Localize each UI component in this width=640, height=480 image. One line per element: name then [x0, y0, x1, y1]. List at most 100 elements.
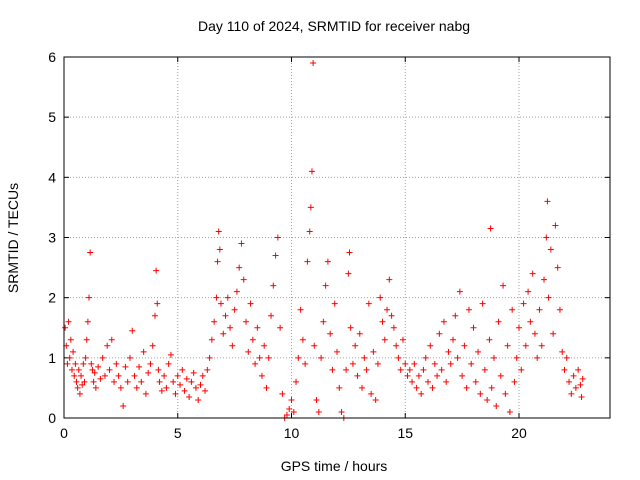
- data-point: [231, 306, 238, 313]
- data-point: [334, 348, 340, 355]
- data-point: [566, 378, 573, 385]
- data-point: [470, 324, 477, 331]
- data-point: [399, 336, 406, 343]
- data-point: [277, 324, 284, 331]
- data-point: [265, 354, 272, 361]
- data-point: [359, 384, 366, 391]
- data-point: [554, 264, 561, 271]
- data-point: [224, 294, 231, 301]
- data-point: [68, 366, 75, 373]
- data-point: [345, 270, 352, 277]
- data-point: [215, 228, 222, 235]
- data-point: [343, 366, 350, 373]
- data-point: [534, 354, 541, 361]
- data-point: [454, 354, 461, 361]
- data-point: [320, 318, 327, 325]
- data-point: [497, 372, 504, 379]
- data-points: [62, 60, 586, 421]
- data-point: [456, 288, 463, 295]
- data-point: [138, 378, 145, 385]
- data-point: [404, 372, 411, 379]
- data-point: [520, 300, 527, 307]
- x-tick-label: 5: [174, 425, 182, 441]
- y-tick-labels: 0 1 2 3 4 5 6: [48, 49, 56, 426]
- data-point: [136, 363, 143, 370]
- data-point: [73, 378, 80, 385]
- data-point: [484, 396, 491, 403]
- data-point: [488, 384, 495, 391]
- data-point: [211, 318, 218, 325]
- data-point: [461, 342, 468, 349]
- data-point: [91, 369, 98, 376]
- data-point: [145, 369, 152, 376]
- data-point: [475, 348, 482, 355]
- data-point: [84, 318, 91, 325]
- data-point: [283, 411, 290, 418]
- data-point: [393, 342, 400, 349]
- data-point: [153, 267, 160, 274]
- data-point: [92, 384, 99, 391]
- data-point: [347, 324, 354, 331]
- data-point: [113, 360, 120, 367]
- plot-frame: [63, 56, 611, 419]
- data-point: [74, 384, 81, 391]
- data-point: [117, 384, 124, 391]
- data-point: [279, 390, 286, 397]
- y-tick-label: 4: [48, 169, 56, 185]
- data-point: [302, 360, 309, 367]
- data-point: [331, 300, 338, 307]
- data-point: [577, 381, 584, 388]
- data-point: [179, 366, 186, 373]
- data-point: [236, 264, 243, 271]
- data-point: [579, 375, 586, 382]
- y-tick-label: 5: [48, 109, 56, 125]
- data-point: [67, 336, 74, 343]
- data-point: [147, 360, 154, 367]
- data-point: [552, 222, 559, 229]
- data-point: [495, 318, 502, 325]
- data-point: [89, 366, 96, 373]
- data-point: [158, 387, 165, 394]
- data-point: [518, 366, 525, 373]
- data-point: [487, 225, 494, 232]
- data-point: [258, 372, 265, 379]
- data-point: [338, 408, 345, 415]
- data-point: [315, 408, 322, 415]
- data-point: [531, 330, 538, 337]
- data-point: [452, 312, 459, 319]
- data-point: [386, 276, 393, 283]
- data-point: [536, 306, 543, 313]
- data-point: [95, 363, 102, 370]
- data-point: [556, 306, 563, 313]
- data-point: [222, 312, 229, 319]
- data-point: [156, 378, 163, 385]
- data-point: [527, 318, 534, 325]
- data-point: [522, 342, 529, 349]
- data-point: [318, 354, 325, 361]
- data-point: [261, 342, 268, 349]
- data-point: [563, 354, 570, 361]
- data-point: [390, 324, 397, 331]
- data-point: [479, 300, 486, 307]
- data-point: [547, 246, 554, 253]
- data-point: [181, 387, 188, 394]
- data-point: [140, 348, 147, 355]
- y-tick-label: 3: [48, 230, 56, 246]
- data-point: [129, 327, 136, 334]
- data-point: [99, 354, 106, 361]
- data-point: [155, 366, 162, 373]
- data-point: [516, 324, 522, 331]
- data-point: [440, 318, 447, 325]
- data-point: [274, 234, 281, 241]
- y-tick-label: 6: [48, 49, 56, 65]
- data-point: [368, 390, 375, 397]
- data-point: [425, 378, 431, 385]
- data-point: [108, 336, 115, 343]
- data-point: [86, 294, 93, 301]
- data-point: [161, 372, 168, 379]
- data-point: [297, 306, 304, 313]
- data-point: [249, 336, 256, 343]
- data-point: [304, 258, 311, 265]
- data-point: [101, 372, 108, 379]
- data-point: [133, 384, 140, 391]
